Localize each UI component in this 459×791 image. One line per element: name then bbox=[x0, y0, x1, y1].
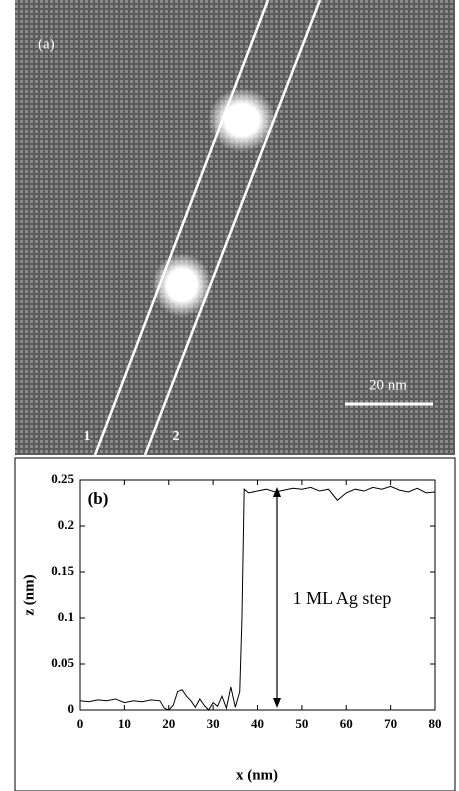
arrow-head bbox=[273, 487, 281, 497]
y-tick-label: 0.15 bbox=[51, 563, 74, 578]
x-tick-label: 20 bbox=[162, 716, 175, 731]
x-tick-label: 70 bbox=[384, 716, 397, 731]
x-tick-label: 40 bbox=[251, 716, 264, 731]
scale-label: 20 nm bbox=[369, 377, 407, 393]
panel-frame bbox=[14, 457, 456, 791]
annotation: 1 ML Ag step bbox=[293, 588, 392, 608]
profile-plot: (b) 1 ML Ag step x (nm) z (nm) bbox=[14, 457, 456, 791]
line-label: 2 bbox=[173, 429, 180, 444]
arrow-head bbox=[273, 698, 281, 708]
y-tick-label: 0 bbox=[68, 701, 75, 716]
island bbox=[208, 88, 276, 152]
profile-line bbox=[93, 0, 270, 456]
x-tick-label: 30 bbox=[207, 716, 220, 731]
line-label: 1 bbox=[84, 429, 91, 444]
stm-image: (a) 20 nm 1 2 bbox=[15, 0, 455, 456]
profile-line bbox=[79, 485, 436, 711]
panel-label: (b) bbox=[88, 489, 109, 508]
x-axis-label: x (nm) bbox=[236, 767, 278, 783]
x-tick-label: 60 bbox=[340, 716, 353, 731]
y-tick-label: 0.2 bbox=[58, 517, 74, 532]
x-tick-label: 0 bbox=[77, 716, 84, 731]
x-tick-label: 10 bbox=[118, 716, 131, 731]
stm-background bbox=[15, 0, 455, 455]
x-tick-label: 50 bbox=[295, 716, 308, 731]
profile-line bbox=[143, 0, 322, 456]
y-axis-label: z (nm) bbox=[21, 574, 37, 615]
y-tick-label: 0.25 bbox=[51, 471, 74, 486]
x-tick-label: 80 bbox=[429, 716, 442, 731]
y-tick-label: 0.05 bbox=[51, 655, 74, 670]
y-tick-label: 0.1 bbox=[58, 609, 74, 624]
panel-label: (a) bbox=[38, 36, 55, 52]
